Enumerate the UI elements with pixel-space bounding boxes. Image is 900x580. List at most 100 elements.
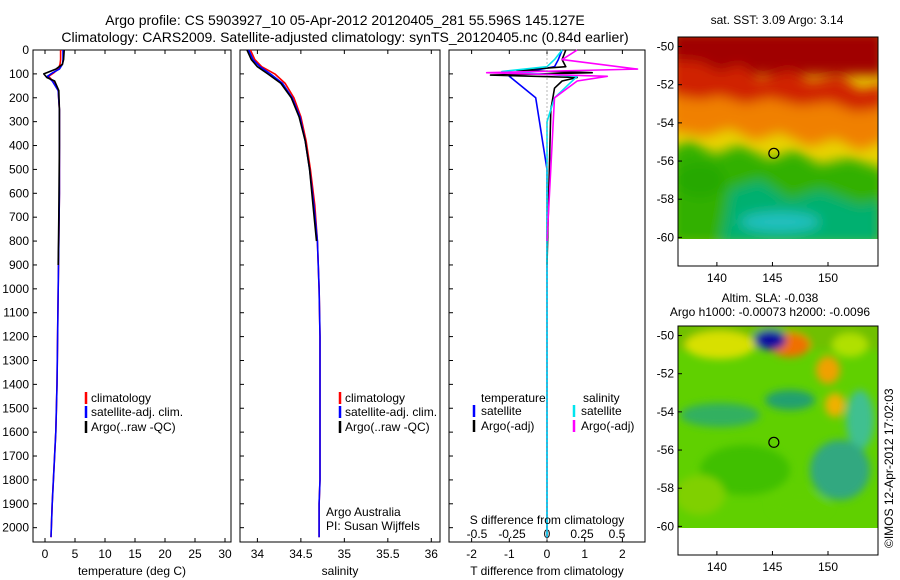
temperature-xlabel: temperature (deg C) [78, 564, 186, 578]
x-tick-label: 34 [251, 547, 265, 561]
map-y-tick-label: -52 [657, 367, 675, 381]
x-tick-label: 0 [544, 547, 551, 561]
map-x-tick-label: 145 [762, 560, 782, 574]
y-tick-label: 1600 [2, 425, 29, 439]
x-tick-label: 36 [425, 547, 439, 561]
x-tick-label: -2 [466, 547, 477, 561]
argo-position-marker [768, 147, 780, 159]
map-y-tick-label: -58 [657, 481, 675, 495]
legend-label-sal-argo: Argo(-adj) [581, 419, 634, 433]
map-x-tick-label: 140 [707, 271, 727, 285]
x-tick-label: 35 [338, 547, 352, 561]
y-tick-label: 400 [9, 139, 29, 153]
x-tick-label: 34.5 [289, 547, 313, 561]
x-tick-label: -1 [504, 547, 515, 561]
map-y-tick-label: -56 [657, 443, 675, 457]
title-line-2: Climatology: CARS2009. Satellite-adjuste… [61, 29, 628, 45]
series-line-salinity-satellite [501, 49, 578, 538]
series-line-argo-raw-qc- [246, 49, 318, 242]
y-tick-label: 900 [9, 258, 29, 272]
x-top-tick-label: 0.5 [609, 527, 626, 541]
map-y-tick-label: -60 [657, 519, 675, 533]
y-tick-label: 1400 [2, 377, 29, 391]
x-tick-label: 20 [158, 547, 172, 561]
sst-map-image [678, 37, 878, 239]
sla-map-frame [677, 325, 879, 556]
y-tick-label: 300 [9, 115, 29, 129]
x-top-tick-label: -0.25 [498, 527, 526, 541]
map-y-tick-label: -50 [657, 329, 675, 343]
difference-legend: temperature salinity satellite Argo(-adj… [472, 391, 634, 433]
y-tick-label: 1900 [2, 497, 29, 511]
x-tick-label: 15 [128, 547, 142, 561]
difference-top-xlabel: S difference from climatology [470, 513, 625, 527]
y-tick-label: 1200 [2, 330, 29, 344]
x-tick-label: 30 [218, 547, 232, 561]
map-y-tick-label: -54 [657, 405, 675, 419]
map-y-tick-label: -54 [657, 116, 675, 130]
legend-label-climatology: climatology [91, 391, 151, 405]
sla-map-nodata [678, 528, 878, 555]
sst-map-title: sat. SST: 3.09 Argo: 3.14 [711, 13, 844, 27]
y-tick-label: 1300 [2, 353, 29, 367]
map-y-tick-label: -50 [657, 40, 675, 54]
y-tick-label: 1500 [2, 401, 29, 415]
y-tick-label: 1700 [2, 449, 29, 463]
map-x-tick-label: 145 [762, 271, 782, 285]
difference-panel: -2 -1 0 1 2-0.5 -0.25 0 0.25 0.5 [449, 49, 639, 561]
legend-label-climatology: climatology [345, 391, 405, 405]
x-tick-label: 10 [98, 547, 112, 561]
map-y-tick-label: -56 [657, 154, 675, 168]
series-line-temperature-argo-adj- [489, 49, 593, 266]
salinity-annotation-pi: PI: Susan Wijffels [326, 519, 420, 533]
salinity-legend: climatology satellite-adj. clim. Argo(..… [338, 391, 437, 434]
map-x-tick-label: 150 [818, 271, 838, 285]
series-line-argo-raw-qc- [43, 49, 65, 266]
map-y-tick-label: -58 [657, 192, 675, 206]
y-tick-label: 0 [22, 43, 29, 57]
y-tick-label: 100 [9, 67, 29, 81]
title-line-1: Argo profile: CS 5903927_10 05-Apr-2012 … [105, 12, 585, 28]
y-tick-label: 500 [9, 162, 29, 176]
legend-label-temp-argo: Argo(-adj) [481, 419, 534, 433]
y-tick-label: 1100 [3, 306, 29, 320]
sla-map-image [678, 326, 878, 528]
salinity-panel: 34 34.5 35 35.5 36 [240, 49, 439, 561]
x-top-tick-label: -0.5 [467, 527, 488, 541]
x-tick-label: 35.5 [376, 547, 400, 561]
sst-map-frame [677, 36, 879, 267]
sla-map-title: Altim. SLA: -0.038 [722, 291, 819, 305]
legend-label-satellite: satellite-adj. clim. [91, 405, 183, 419]
salinity-xlabel: salinity [322, 564, 359, 578]
legend-label-argo: Argo(..raw -QC) [345, 420, 430, 434]
y-tick-label: 800 [9, 234, 29, 248]
y-tick-label: 700 [9, 210, 29, 224]
map-y-tick-label: -60 [657, 230, 675, 244]
y-tick-label: 600 [9, 186, 29, 200]
y-tick-label: 1800 [2, 473, 29, 487]
map-x-tick-label: 140 [707, 560, 727, 574]
x-tick-label: 5 [72, 547, 79, 561]
y-tick-label: 1000 [2, 282, 29, 296]
legend-title-salinity: salinity [583, 391, 620, 405]
temperature-panel: 0100200300400500600700800900100011001200… [2, 43, 232, 561]
temperature-axes-frame [32, 49, 232, 543]
sla-map-subtitle: Argo h1000: -0.00073 h2000: -0.0096 [670, 305, 870, 319]
legend-label-temp-satellite: satellite [481, 404, 522, 418]
temperature-legend: climatology satellite-adj. clim. Argo(..… [84, 391, 183, 434]
y-tick-label: 2000 [2, 521, 29, 535]
x-top-tick-label: 0.25 [570, 527, 594, 541]
difference-xlabel: T difference from climatology [470, 564, 624, 578]
x-tick-label: 1 [581, 547, 588, 561]
sst-map-axes: -50 -52 -54 -56 -58 -60 140 145 150 [657, 40, 839, 285]
x-tick-label: 0 [42, 547, 49, 561]
x-tick-label: 2 [619, 547, 626, 561]
y-tick-label: 200 [9, 91, 29, 105]
map-x-tick-label: 150 [818, 560, 838, 574]
legend-title-temperature: temperature [481, 391, 546, 405]
salinity-annotation-institution: Argo Australia [326, 505, 401, 519]
sst-map-nodata [678, 239, 878, 266]
legend-label-sal-satellite: satellite [581, 404, 622, 418]
sla-map-axes: -50 -52 -54 -56 -58 -60 140 145 150 [657, 329, 839, 574]
